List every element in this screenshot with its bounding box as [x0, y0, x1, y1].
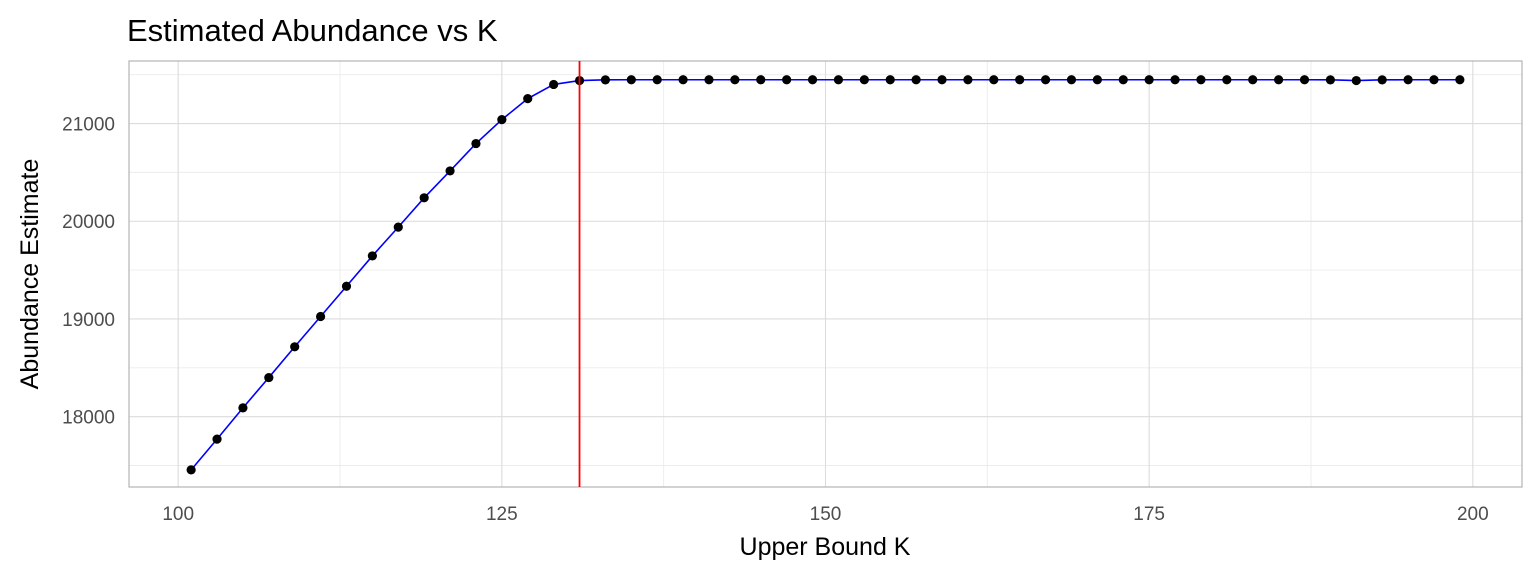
data-point	[1429, 75, 1439, 85]
data-point	[1299, 75, 1310, 85]
data-point	[807, 75, 818, 85]
data-point	[497, 115, 507, 125]
y-axis-ticks: 18000 19000 20000 21000	[62, 115, 115, 429]
data-point	[1248, 75, 1258, 85]
data-point	[782, 75, 792, 85]
data-point	[833, 75, 844, 85]
data-point	[652, 75, 662, 85]
data-point	[1040, 75, 1051, 85]
data-point	[1455, 75, 1465, 85]
data-point	[1222, 75, 1232, 85]
data-point	[212, 434, 222, 444]
x-tick-label: 100	[162, 504, 194, 525]
y-tick-label: 20000	[62, 212, 115, 233]
data-point	[859, 75, 869, 85]
series-points	[186, 75, 1465, 475]
data-point	[1170, 75, 1180, 85]
data-point	[1066, 75, 1077, 85]
data-point	[626, 75, 636, 85]
data-point	[1144, 75, 1154, 85]
data-point	[471, 138, 481, 149]
data-point	[756, 75, 766, 85]
data-point	[963, 75, 973, 85]
data-point	[238, 403, 248, 413]
data-point	[393, 222, 403, 232]
x-axis-ticks: 100 125 150 175 200	[162, 504, 1488, 525]
data-point	[1351, 75, 1361, 86]
plot-panel-border	[128, 60, 1523, 488]
x-tick-label: 175	[1133, 504, 1165, 525]
data-point	[316, 311, 326, 322]
data-point	[1196, 75, 1206, 85]
data-point	[1325, 75, 1335, 85]
x-tick-label: 150	[810, 504, 842, 525]
y-axis-title: Abundance Estimate	[16, 159, 44, 390]
data-point	[1118, 75, 1128, 85]
data-point	[1092, 75, 1102, 85]
data-point	[290, 342, 300, 352]
y-tick-label: 19000	[62, 310, 115, 331]
data-point	[1377, 75, 1387, 85]
data-point	[367, 251, 377, 261]
data-point	[1015, 75, 1025, 85]
data-point	[911, 75, 921, 85]
data-point	[1403, 75, 1413, 85]
grid-major	[129, 61, 1522, 487]
y-tick-label: 18000	[62, 408, 115, 429]
data-point	[989, 75, 999, 85]
x-axis-title: Upper Bound K	[740, 533, 911, 561]
data-point	[704, 75, 714, 85]
chart-title: Estimated Abundance vs K	[127, 13, 498, 48]
data-point	[419, 193, 429, 203]
data-point	[445, 166, 455, 176]
x-tick-label: 125	[486, 504, 518, 525]
data-point	[600, 75, 611, 85]
x-tick-label: 200	[1457, 504, 1489, 525]
data-point	[341, 281, 352, 291]
data-point	[937, 75, 947, 85]
data-point	[1274, 75, 1284, 85]
data-point	[186, 465, 196, 475]
data-point	[678, 75, 688, 85]
data-point	[885, 75, 895, 85]
y-tick-label: 21000	[62, 115, 115, 136]
data-point	[264, 372, 274, 383]
data-point	[523, 94, 533, 104]
data-point	[730, 75, 740, 85]
data-point	[549, 79, 559, 90]
